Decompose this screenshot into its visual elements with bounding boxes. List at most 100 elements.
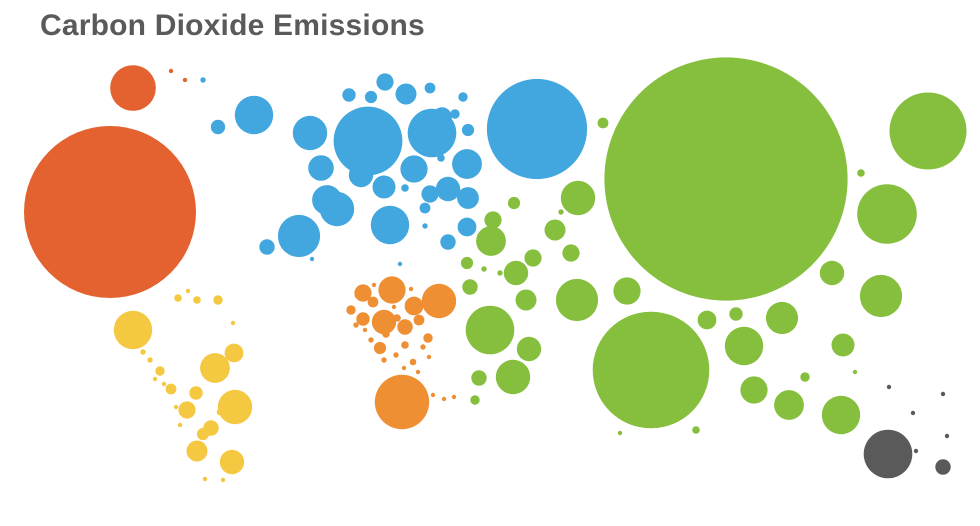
bubble-africa xyxy=(391,304,397,310)
bubble-south-america xyxy=(224,343,244,363)
bubble-asia xyxy=(544,219,566,241)
bubble-south-america xyxy=(196,427,210,441)
bubble-south-america xyxy=(189,386,203,400)
bubble-africa xyxy=(451,394,457,400)
bubble-europe xyxy=(364,90,378,104)
bubble-oceania xyxy=(913,448,919,454)
bubble-africa xyxy=(371,309,397,335)
bubble-africa xyxy=(378,276,406,304)
bubble-south-america xyxy=(216,408,224,416)
series-north-america xyxy=(24,65,196,298)
bubble-asia xyxy=(613,277,641,305)
bubble-africa xyxy=(404,296,424,316)
bubble-asia xyxy=(857,184,917,244)
bubble-africa xyxy=(401,341,409,349)
bubble-africa xyxy=(346,305,356,315)
bubble-asia xyxy=(481,266,487,272)
bubble-africa xyxy=(371,282,377,288)
bubble-north-america xyxy=(24,126,196,298)
bubble-asia xyxy=(516,336,542,362)
bubble-asia xyxy=(729,307,743,321)
bubble-africa xyxy=(373,341,387,355)
bubble-europe xyxy=(400,155,428,183)
bubble-africa xyxy=(415,369,421,375)
bubble-africa xyxy=(409,358,417,366)
bubble-africa xyxy=(367,296,379,308)
bubble-asia xyxy=(515,289,537,311)
bubble-oceania xyxy=(944,433,950,439)
bubble-asia xyxy=(562,244,580,262)
bubble-asia xyxy=(692,426,700,434)
bubble-asia xyxy=(484,211,502,229)
bubble-asia xyxy=(819,260,845,286)
bubble-europe xyxy=(372,175,396,199)
bubble-europe xyxy=(452,149,482,179)
bubble-oceania xyxy=(910,410,916,416)
bubble-africa xyxy=(354,293,360,299)
bubble-africa xyxy=(441,396,447,402)
series-asia xyxy=(460,57,967,436)
bubble-north-america xyxy=(110,65,156,111)
chart-title: Carbon Dioxide Emissions xyxy=(40,9,425,42)
bubble-europe xyxy=(200,77,206,83)
bubble-europe xyxy=(486,78,588,180)
bubble-europe xyxy=(457,217,477,237)
bubble-asia xyxy=(800,372,810,382)
bubble-asia xyxy=(604,57,848,301)
bubble-south-america xyxy=(219,449,245,475)
bubble-asia xyxy=(471,370,487,386)
bubble-africa xyxy=(430,392,436,398)
bubble-south-america xyxy=(202,476,208,482)
bubble-africa xyxy=(423,333,433,343)
bubble-south-america xyxy=(155,366,165,376)
bubble-europe xyxy=(437,154,445,162)
series-africa xyxy=(346,276,457,430)
bubble-asia xyxy=(558,209,564,215)
bubble-europe xyxy=(342,88,356,102)
bubble-europe xyxy=(419,202,431,214)
bubble-europe xyxy=(312,185,342,215)
bubble-asia xyxy=(765,301,799,335)
bubble-europe xyxy=(458,92,468,102)
bubble-asia xyxy=(831,333,855,357)
series-oceania xyxy=(863,384,951,479)
bubble-south-america xyxy=(220,477,226,483)
bubble-africa xyxy=(408,286,414,292)
bubble-europe xyxy=(210,119,226,135)
bubble-south-america xyxy=(161,381,167,387)
bubble-south-america xyxy=(200,353,230,383)
bubble-oceania xyxy=(935,459,951,475)
bubble-europe xyxy=(440,234,456,250)
bubble-africa xyxy=(397,319,413,335)
bubble-europe xyxy=(370,205,410,245)
series-south-america xyxy=(113,288,253,483)
bubble-south-america xyxy=(230,320,236,326)
bubble-africa xyxy=(382,330,390,338)
bubble-africa xyxy=(421,283,457,319)
bubble-oceania xyxy=(863,429,913,479)
bubble-europe xyxy=(395,83,417,105)
bubble-africa xyxy=(401,365,407,371)
bubble-asia xyxy=(857,169,865,177)
bubble-africa xyxy=(381,357,387,363)
bubble-oceania xyxy=(886,384,892,390)
bubble-asia xyxy=(495,359,531,395)
bubble-europe xyxy=(333,106,403,176)
bubble-asia xyxy=(462,279,478,295)
bubble-south-america xyxy=(147,357,153,363)
bubble-asia xyxy=(524,249,542,267)
bubble-europe xyxy=(234,95,274,135)
bubble-europe xyxy=(259,239,275,255)
bubble-oceania xyxy=(940,391,946,397)
bubble-south-america xyxy=(193,296,201,304)
bubble-south-america xyxy=(113,310,153,350)
bubble-africa xyxy=(426,354,432,360)
bubble-asia xyxy=(555,278,599,322)
bubble-asia xyxy=(821,395,861,435)
bubble-asia xyxy=(560,180,596,216)
bubble-asia xyxy=(617,430,623,436)
bubble-asia xyxy=(497,270,503,276)
bubble-europe xyxy=(309,256,315,262)
